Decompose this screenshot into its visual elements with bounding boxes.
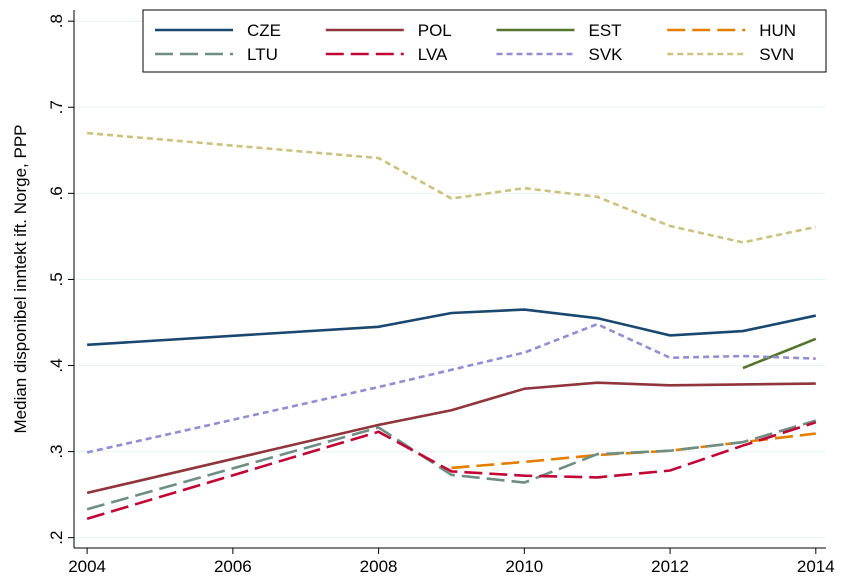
x-tick-label: 2008 — [360, 557, 398, 576]
legend-label: SVK — [589, 45, 624, 64]
x-tick-label: 2004 — [68, 557, 106, 576]
series-line — [742, 337, 817, 370]
legend-label: EST — [589, 21, 622, 40]
series-line — [86, 381, 816, 495]
x-tick-label: 2014 — [797, 557, 835, 576]
x-tick-label: 2010 — [505, 557, 543, 576]
series-line — [87, 308, 817, 347]
series-line — [86, 421, 817, 520]
y-tick-label: .8 — [47, 14, 66, 28]
series-line — [87, 131, 817, 244]
series-line — [86, 322, 816, 454]
y-axis-label: Median disponibel inntekt ift. Norge, PP… — [11, 124, 30, 433]
y-tick-label: .6 — [47, 186, 66, 200]
x-tick-label: 2012 — [651, 557, 689, 576]
series-line — [86, 419, 817, 511]
y-tick-label: .3 — [47, 444, 66, 458]
y-tick-label: .5 — [47, 272, 66, 286]
legend-label: SVN — [759, 45, 794, 64]
legend-label: CZE — [247, 21, 281, 40]
legend-label: POL — [418, 21, 452, 40]
y-tick-label: .4 — [47, 358, 66, 372]
legend-label: LVA — [418, 45, 448, 64]
legend-label: HUN — [759, 21, 796, 40]
legend-label: LTU — [247, 45, 278, 64]
x-tick-label: 2006 — [214, 557, 252, 576]
y-tick-label: .7 — [47, 100, 66, 114]
y-tick-label: .2 — [47, 531, 66, 545]
legend-box — [142, 9, 827, 73]
